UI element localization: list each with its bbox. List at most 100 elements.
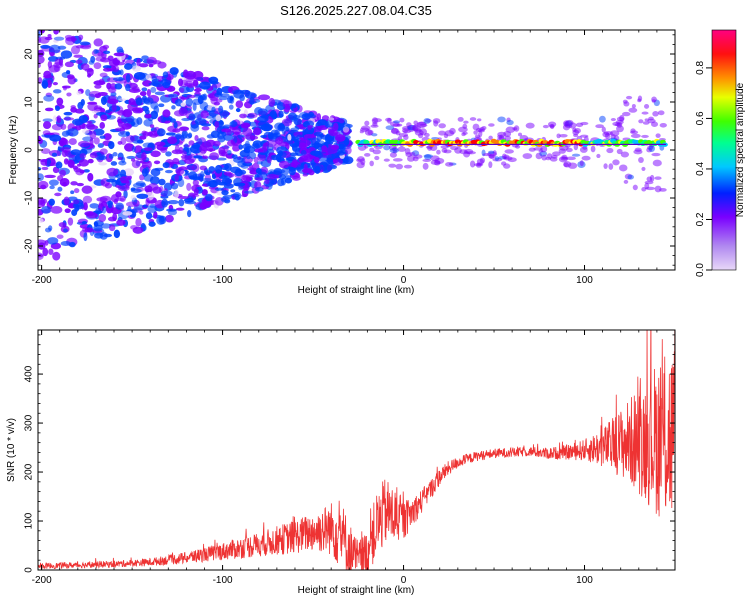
spectrogram-cell	[162, 71, 169, 79]
spectrogram-cell	[192, 179, 199, 186]
snr-line	[38, 330, 675, 570]
spectrogram-cell	[395, 130, 401, 136]
spectrogram-cell	[287, 133, 292, 142]
spectrogram-cell	[136, 58, 141, 67]
spectrogram-cell	[269, 111, 274, 118]
spectrogram-cell	[100, 96, 107, 106]
spectrogram-cell	[303, 134, 315, 139]
spectrogram-cell	[266, 173, 278, 180]
spectrogram-cell	[180, 155, 191, 159]
spectrogram-cell	[638, 119, 644, 124]
spectrogram-cell	[78, 34, 84, 41]
spectrogram-cell	[333, 122, 339, 132]
spectrogram-cell	[229, 96, 234, 101]
spectrogram-cell	[632, 184, 638, 191]
spectrogram-cell	[43, 121, 52, 130]
spectrogram-cell	[606, 147, 614, 154]
spectrogram-cell	[136, 139, 144, 144]
spectrogram-cell	[175, 167, 185, 175]
spectrogram-cell	[235, 107, 241, 113]
spectrogram-cell	[59, 169, 66, 177]
spectrogram-cell	[473, 130, 478, 135]
spectrogram-cell	[124, 143, 135, 152]
spectrogram-cell	[145, 212, 153, 220]
spectrogram-cell	[79, 41, 91, 46]
spectrogram-cell	[292, 115, 301, 119]
spectrogram-cell	[149, 175, 160, 185]
spectrogram-cell	[423, 154, 434, 158]
spectrogram-cell	[422, 158, 432, 163]
spectrogram-cell	[601, 126, 606, 133]
spectrogram-cell	[364, 152, 371, 157]
spectrogram-cell	[131, 145, 136, 153]
spectrogram-cell	[135, 218, 142, 227]
spectrogram-cell	[100, 223, 112, 229]
spectrogram-cell	[477, 118, 482, 122]
spectrogram-cell	[83, 169, 90, 173]
spectrogram-cell	[264, 178, 270, 185]
spectrogram-cell	[240, 123, 248, 129]
spectrogram-cell	[75, 59, 83, 65]
spectrogram-cell	[43, 94, 55, 102]
spectrogram-cell	[221, 131, 227, 137]
spectrogram-x-tick-label: 100	[576, 275, 593, 286]
spectrogram-cell	[83, 232, 88, 242]
spectrogram-cell	[106, 167, 119, 177]
spectrogram-cell	[205, 172, 211, 176]
spectrogram-cell	[649, 174, 655, 182]
spectrogram-cell	[488, 150, 495, 154]
spectrogram-cell	[641, 166, 646, 171]
spectrogram-cell	[258, 146, 268, 153]
spectrogram-cell	[540, 145, 548, 153]
spectrogram-cell	[494, 156, 500, 162]
spectrogram-cell	[298, 137, 308, 141]
spectrogram-cell	[374, 155, 380, 161]
spectrogram-cell	[338, 143, 346, 152]
spectrogram-cell	[193, 188, 199, 196]
spectrogram-cell	[185, 97, 193, 107]
spectrogram-cell	[422, 162, 429, 170]
spectrogram-cell	[111, 103, 117, 112]
spectrogram-cell	[171, 105, 176, 110]
spectrogram-cell	[550, 124, 555, 130]
spectrogram-cell	[162, 81, 171, 89]
spectrogram-cell	[272, 132, 281, 138]
spectrogram-cell	[38, 239, 47, 246]
spectrogram-cell	[40, 44, 51, 49]
spectrogram-cell	[277, 150, 283, 158]
snr-y-tick-label: 100	[24, 512, 35, 529]
spectrogram-cell	[192, 79, 199, 87]
spectrogram-cell	[173, 121, 178, 129]
spectrogram-cell	[167, 209, 178, 216]
spectrogram-cell	[255, 167, 262, 175]
spectrogram-cell	[87, 73, 92, 78]
spectrogram-cell	[173, 189, 180, 199]
spectrogram-cell	[78, 115, 89, 124]
spectrogram-cell	[253, 127, 262, 136]
spectrogram-cell	[60, 50, 73, 59]
spectrogram-cell	[98, 78, 105, 85]
spectrogram-cell	[165, 151, 172, 157]
spectrogram-cell	[44, 107, 54, 112]
spectrogram-cell	[44, 174, 56, 179]
spectrogram-cell	[73, 54, 83, 58]
spectrogram-cell	[612, 159, 620, 166]
spectrogram-cell	[450, 145, 459, 151]
spectrogram-cell	[438, 123, 446, 129]
spectrogram-cell	[423, 118, 431, 124]
spectrogram-cell	[142, 131, 150, 137]
spectrogram-cell	[158, 103, 165, 108]
spectrogram-cell	[303, 163, 308, 172]
spectrogram-cell	[38, 180, 49, 190]
spectrogram-cell	[503, 130, 512, 137]
spectrogram-cell	[655, 133, 661, 138]
spectrogram-cell	[85, 123, 95, 128]
spectrogram-cell	[135, 97, 143, 106]
spectrogram-cell	[307, 111, 315, 117]
spectrogram-cell	[199, 81, 211, 90]
spectrogram-cell	[406, 122, 412, 128]
spectrogram-cell	[125, 73, 131, 83]
spectrogram-cell	[119, 195, 126, 202]
spectrogram-cell	[39, 30, 46, 34]
